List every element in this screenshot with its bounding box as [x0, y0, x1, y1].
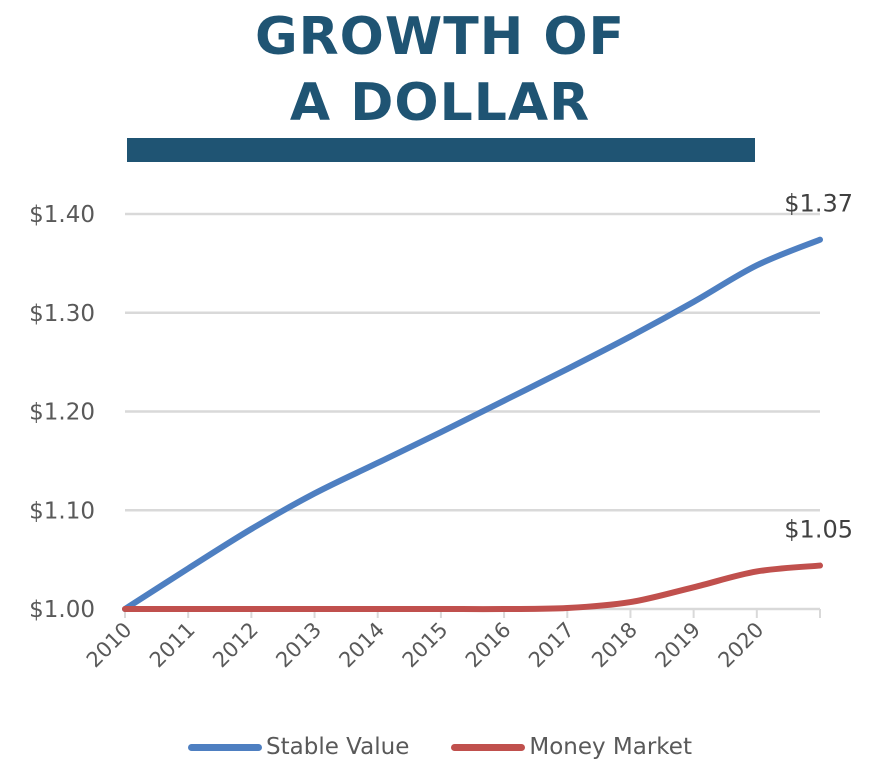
y-tick-label: $1.40	[29, 202, 95, 228]
series-line-stable-value	[122, 236, 823, 612]
chart-title-line-1: GROWTH OF	[254, 7, 626, 67]
line-chart: $1.00$1.10$1.20$1.30$1.40 2010 2011 2012 20…	[29, 190, 853, 673]
legend-swatch-stable-value	[188, 743, 263, 751]
legend-item-money-market: Money Market	[451, 734, 692, 760]
end-label-money-market: $1.05	[784, 516, 853, 544]
x-tick-label: 2020	[714, 618, 769, 673]
legend-item-stable-value: Stable Value	[188, 734, 409, 760]
x-tick-label: 2019	[650, 618, 705, 673]
series-lines	[122, 236, 823, 613]
legend-swatch-money-market	[451, 743, 526, 751]
end-label-stable-value: $1.37	[784, 190, 853, 218]
y-tick-label: $1.30	[29, 301, 95, 327]
y-tick-label: $1.20	[29, 400, 95, 426]
legend: Stable Value Money Market	[0, 734, 880, 760]
end-value-labels: $1.37 $1.05	[784, 190, 853, 544]
x-tick-label: 2010	[82, 618, 137, 673]
x-tick-label: 2013	[271, 618, 326, 673]
chart-title: GROWTH OF A DOLLAR	[0, 4, 880, 136]
x-tick-label: 2012	[208, 618, 263, 673]
title-underline-bar	[127, 138, 755, 162]
legend-label-money-market: Money Market	[529, 734, 692, 760]
x-tick-label: 2016	[461, 618, 516, 673]
x-tick-label: 2015	[398, 618, 453, 673]
x-axis-tick-labels: 2010 2011 2012 2013 2014 2015 2016 2017 2018 2019…	[82, 618, 769, 673]
x-tick-label: 2017	[524, 618, 579, 673]
x-tick-label: 2011	[145, 618, 200, 673]
series-line-money-market	[122, 562, 823, 613]
x-tick-label: 2018	[587, 618, 642, 673]
y-axis-tick-labels: $1.00 $1.10 $1.20 $1.30 $1.40	[29, 202, 95, 623]
x-tick-label: 2014	[334, 618, 389, 673]
y-tick-label: $1.10	[29, 498, 95, 524]
y-tick-label: $1.00	[29, 597, 95, 623]
chart-title-line-2: A DOLLAR	[289, 73, 591, 133]
legend-label-stable-value: Stable Value	[266, 734, 410, 760]
gridlines	[125, 212, 820, 512]
